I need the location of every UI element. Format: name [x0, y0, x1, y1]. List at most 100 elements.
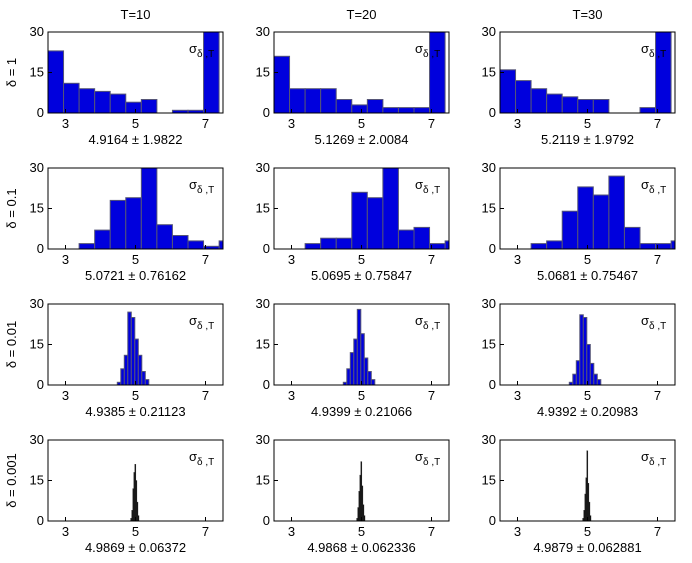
sigma-symbol: σ — [189, 41, 197, 56]
histogram-bar — [546, 240, 563, 250]
y-tick-label: 30 — [30, 296, 44, 311]
histogram-bar — [171, 235, 189, 250]
column-title: T=10 — [121, 7, 151, 22]
histogram-bar — [356, 308, 362, 386]
histogram-bar — [596, 379, 602, 386]
y-tick-label: 0 — [263, 105, 270, 120]
y-tick-label: 0 — [37, 241, 44, 256]
histogram-bar — [78, 243, 96, 250]
y-tick-label: 15 — [256, 473, 270, 488]
histogram-bar — [144, 379, 150, 386]
x-tick-label: 5 — [132, 388, 139, 403]
histogram-bar — [94, 229, 111, 250]
x-tick-label: 7 — [654, 116, 661, 131]
histogram-bar — [346, 368, 351, 386]
sigma-symbol: σ — [641, 313, 649, 328]
histogram-bar — [125, 101, 142, 114]
histogram-bar — [623, 226, 641, 250]
row-label: δ = 0.01 — [4, 321, 19, 368]
sigma-symbol: σ — [641, 449, 649, 464]
histogram-bar — [367, 371, 372, 386]
mean-std-label: 4.9164 ± 1.9822 — [89, 132, 183, 147]
x-tick-label: 7 — [428, 388, 435, 403]
histogram-bar — [561, 96, 579, 114]
mean-std-label: 4.9399 ± 0.21066 — [311, 404, 412, 419]
histogram-bar — [577, 99, 594, 114]
sigma-annotation: σδ ,T — [641, 313, 666, 332]
histogram-bar — [382, 167, 399, 250]
histogram-bar — [47, 50, 65, 114]
histogram-bar — [125, 197, 142, 250]
histogram-bar — [140, 167, 158, 250]
histogram-bar — [366, 197, 384, 250]
histogram-bar — [382, 107, 399, 114]
histogram-bar — [351, 104, 368, 114]
histogram-bar — [589, 362, 595, 386]
y-tick-label: 0 — [37, 105, 44, 120]
histogram-bar — [353, 338, 358, 386]
y-tick-label: 0 — [37, 377, 44, 392]
histogram-bar — [577, 186, 594, 250]
y-tick-label: 30 — [30, 160, 44, 175]
histogram-bar — [130, 317, 136, 386]
mean-std-label: 4.9869 ± 0.06372 — [85, 540, 186, 555]
y-tick-label: 30 — [256, 160, 270, 175]
histogram-bar — [137, 354, 143, 386]
histogram-bar — [586, 344, 591, 386]
y-tick-label: 30 — [30, 24, 44, 39]
histogram-bar — [94, 90, 111, 114]
y-tick-label: 30 — [482, 160, 496, 175]
histogram-bar — [499, 69, 517, 114]
y-tick-label: 15 — [256, 337, 270, 352]
histogram-bar — [304, 243, 322, 250]
y-tick-label: 30 — [256, 296, 270, 311]
y-tick-label: 30 — [482, 296, 496, 311]
x-tick-label: 5 — [358, 388, 365, 403]
y-tick-label: 30 — [30, 432, 44, 447]
histogram-bar — [561, 210, 579, 250]
sigma-symbol: σ — [189, 177, 197, 192]
histogram-bar — [156, 224, 173, 250]
sigma-annotation: σδ ,T — [641, 449, 666, 468]
y-tick-label: 0 — [489, 105, 496, 120]
histogram-bar — [413, 107, 431, 114]
x-tick-label: 3 — [62, 252, 69, 267]
sigma-subscript: δ ,T — [649, 457, 666, 468]
y-tick-label: 0 — [489, 513, 496, 528]
histogram-bar — [608, 175, 625, 250]
mean-std-label: 5.0721 ± 0.76162 — [85, 268, 186, 283]
x-tick-label: 3 — [514, 252, 521, 267]
histogram-bar — [123, 354, 129, 386]
y-tick-label: 15 — [482, 473, 496, 488]
histogram-bar — [141, 371, 146, 386]
sigma-annotation: σδ ,T — [189, 449, 214, 468]
sigma-symbol: σ — [189, 449, 197, 464]
histogram-bar — [351, 191, 368, 250]
x-tick-label: 3 — [62, 116, 69, 131]
sigma-annotation: σδ ,T — [415, 177, 440, 196]
x-tick-label: 7 — [202, 388, 209, 403]
histogram-bar — [639, 243, 657, 250]
sigma-subscript: δ ,T — [649, 185, 666, 196]
histogram-bar — [592, 194, 610, 250]
x-tick-label: 3 — [288, 116, 295, 131]
histogram-bar — [127, 311, 132, 386]
x-tick-label: 3 — [62, 524, 69, 539]
sigma-symbol: σ — [415, 313, 423, 328]
histogram-bar — [203, 31, 220, 114]
sigma-annotation: σδ ,T — [641, 177, 666, 196]
sigma-subscript: δ ,T — [197, 49, 214, 60]
histogram-bar — [363, 357, 369, 386]
sigma-symbol: σ — [189, 313, 197, 328]
histogram-bar — [218, 240, 224, 250]
y-tick-label: 15 — [482, 201, 496, 216]
mean-std-label: 4.9392 ± 0.20983 — [537, 404, 638, 419]
histogram-bar — [63, 82, 80, 114]
histogram-bar — [335, 99, 353, 114]
x-tick-label: 3 — [514, 116, 521, 131]
histogram-bar — [572, 373, 577, 386]
sigma-subscript: δ ,T — [423, 321, 440, 332]
x-tick-label: 5 — [132, 116, 139, 131]
sigma-annotation: σδ ,T — [189, 41, 214, 60]
